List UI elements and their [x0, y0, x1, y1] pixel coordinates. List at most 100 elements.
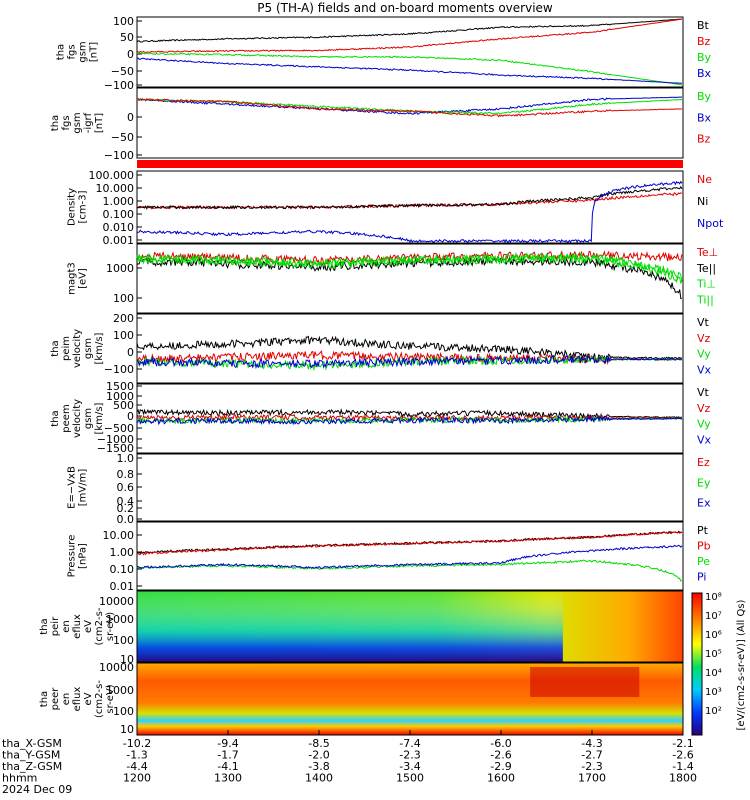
- y-tick-label: 1.000: [103, 195, 135, 208]
- y-axis-label: peim: [61, 336, 72, 361]
- y-tick-label: −500: [104, 422, 134, 435]
- y-axis-label: -igrf: [83, 112, 94, 133]
- y-tick-label: −50: [111, 131, 134, 144]
- x-tick-label: -2.1: [672, 737, 693, 750]
- y-axis-label: [cm-3]: [78, 190, 89, 223]
- plot-title: P5 (TH-A) fields and on-board moments ov…: [257, 1, 553, 15]
- y-axis-label: [nT]: [94, 113, 105, 133]
- y-tick-label: 100: [113, 292, 134, 305]
- y-axis-label: tha: [50, 340, 61, 356]
- y-tick-label: 200: [113, 312, 134, 325]
- series-group: [136, 335, 683, 372]
- y-axis-label: eflux: [72, 614, 83, 639]
- panel-peir: 10000 1000 100 10 tha peir en eflux eV (cm2-s-sr-…: [39, 595, 142, 666]
- series-Pi: [136, 544, 683, 569]
- panel-peim: 200 100 0 −100 tha peim velocity gsm [km/s] Vt Vz V…: [50, 312, 712, 384]
- x-row-label: tha_Z-GSM: [2, 760, 62, 773]
- y-tick-label: 0: [127, 48, 134, 61]
- y-tick-label: 100: [113, 634, 134, 647]
- peer-hot-region: [530, 667, 640, 697]
- legend-Vx: Vx: [697, 363, 712, 376]
- x-tick-label: -3.4: [399, 760, 420, 773]
- x-tick-label: 1600: [487, 772, 515, 785]
- y-axis-label: [km/s]: [94, 402, 105, 434]
- y-tick-label: 10: [120, 653, 134, 666]
- x-tick-label: -8.5: [308, 737, 329, 750]
- y-tick-label: 100: [113, 15, 134, 28]
- legend-Vy: Vy: [697, 418, 711, 431]
- y-tick-label: 0.010: [103, 221, 135, 234]
- x-tick-label: -10.2: [123, 737, 151, 750]
- y-axis-label: [km/s]: [94, 332, 105, 364]
- y-axis-label: en: [61, 693, 72, 706]
- y-axis-label: [nT]: [89, 42, 100, 62]
- series-Bt: [136, 18, 682, 43]
- colorbar-tick: 10⁵: [705, 649, 722, 660]
- series-group: [136, 96, 683, 118]
- y-axis-label: [mV/m]: [78, 469, 89, 507]
- x-tick-label: 1700: [578, 772, 606, 785]
- y-axis-label: sr-eV): [105, 612, 116, 641]
- colorbar-tick: 10⁸: [705, 592, 722, 603]
- legend-Vt: Vt: [697, 316, 710, 329]
- spectrogram-frame: [136, 590, 684, 663]
- series-By: [136, 52, 683, 86]
- panel-efield: 1.0 0.80.60.40.20.0 E=−VxB [mV/m] Ez Ey Ex: [67, 452, 711, 526]
- y-tick-label: 1000: [106, 684, 134, 697]
- legend-Ey: Ey: [697, 476, 711, 489]
- y-axis-label: eV: [83, 692, 94, 705]
- y-axis-label: (cm2-s-: [94, 607, 105, 645]
- series-Bx: [136, 96, 683, 115]
- legend-Ni: Ni: [697, 195, 708, 208]
- panel-frame: [136, 521, 684, 591]
- legend-By: By: [697, 90, 712, 103]
- y-tick-label: 50: [120, 31, 134, 44]
- legend-Vx: Vx: [697, 433, 712, 446]
- y-tick-label: 0.001: [103, 234, 135, 247]
- date-label: 2024 Dec 09: [2, 783, 72, 796]
- x-tick-label: -4.4: [126, 760, 147, 773]
- legend-Pe: Pe: [697, 555, 710, 568]
- colorbar-label: [eV/(cm2-s-sr-eV)] (All Qs): [736, 599, 747, 730]
- y-axis-label: gsm: [83, 408, 94, 429]
- y-tick-label: 10000: [99, 661, 134, 674]
- x-tick-label: -2.3: [399, 749, 420, 762]
- legend-Te||: Te||: [696, 262, 716, 275]
- panel-peer: 10000 1000 100 10 tha peer en eflux eV (cm2-s-sr-…: [39, 661, 142, 736]
- x-tick-label: -3.8: [308, 760, 329, 773]
- x-tick-label: -1.3: [126, 749, 147, 762]
- y-tick-label: −1000: [97, 433, 134, 446]
- series-Vx: [136, 354, 682, 370]
- y-axis-label: fgs: [67, 44, 78, 59]
- y-tick-label: 1000: [106, 390, 134, 403]
- flag-bar: [137, 160, 683, 168]
- x-row-label: hhmm: [2, 772, 37, 785]
- panel-pressure: 10.00 1.00 0.10 0.01 Pressure [nPa] Pt Pb Pe Pi: [67, 521, 711, 593]
- y-axis-label: velocity: [72, 399, 83, 438]
- y-axis-label: magt3: [67, 262, 78, 295]
- series-Pb: [136, 531, 683, 556]
- y-tick-label: 1.00: [110, 546, 135, 559]
- y-tick-label: 1000: [106, 613, 134, 626]
- legend-Te⊥: Te⊥: [696, 246, 718, 259]
- series-Bz: [136, 98, 682, 118]
- x-tick-label: -7.4: [399, 737, 420, 750]
- series-group: [136, 530, 683, 582]
- y-tick-label: 10.00: [103, 529, 135, 542]
- y-tick-label: −100: [104, 363, 134, 376]
- y-tick-label: 0.0: [117, 513, 135, 526]
- x-tick-label: -2.6: [672, 749, 693, 762]
- x-row-label: tha_X-GSM: [2, 737, 62, 750]
- y-axis-label: tha: [50, 115, 61, 131]
- x-row-label: tha_Y-GSM: [2, 749, 60, 762]
- y-axis-label: tha: [39, 691, 50, 707]
- y-tick-label: −50: [111, 65, 134, 78]
- panel-frame: [136, 313, 684, 384]
- x-tick-label: -2.3: [581, 760, 602, 773]
- panel-fgs_dip: 0 −50 −100 tha fgs gsm -igrf [nT] By Bx Bz: [50, 87, 712, 162]
- panel-temp: 1000 100 magt3 [eV] Te⊥ Te|| Ti⊥ Ti||: [67, 243, 718, 314]
- colorbar-tick: 10⁷: [705, 611, 722, 622]
- series-Vx: [136, 415, 683, 426]
